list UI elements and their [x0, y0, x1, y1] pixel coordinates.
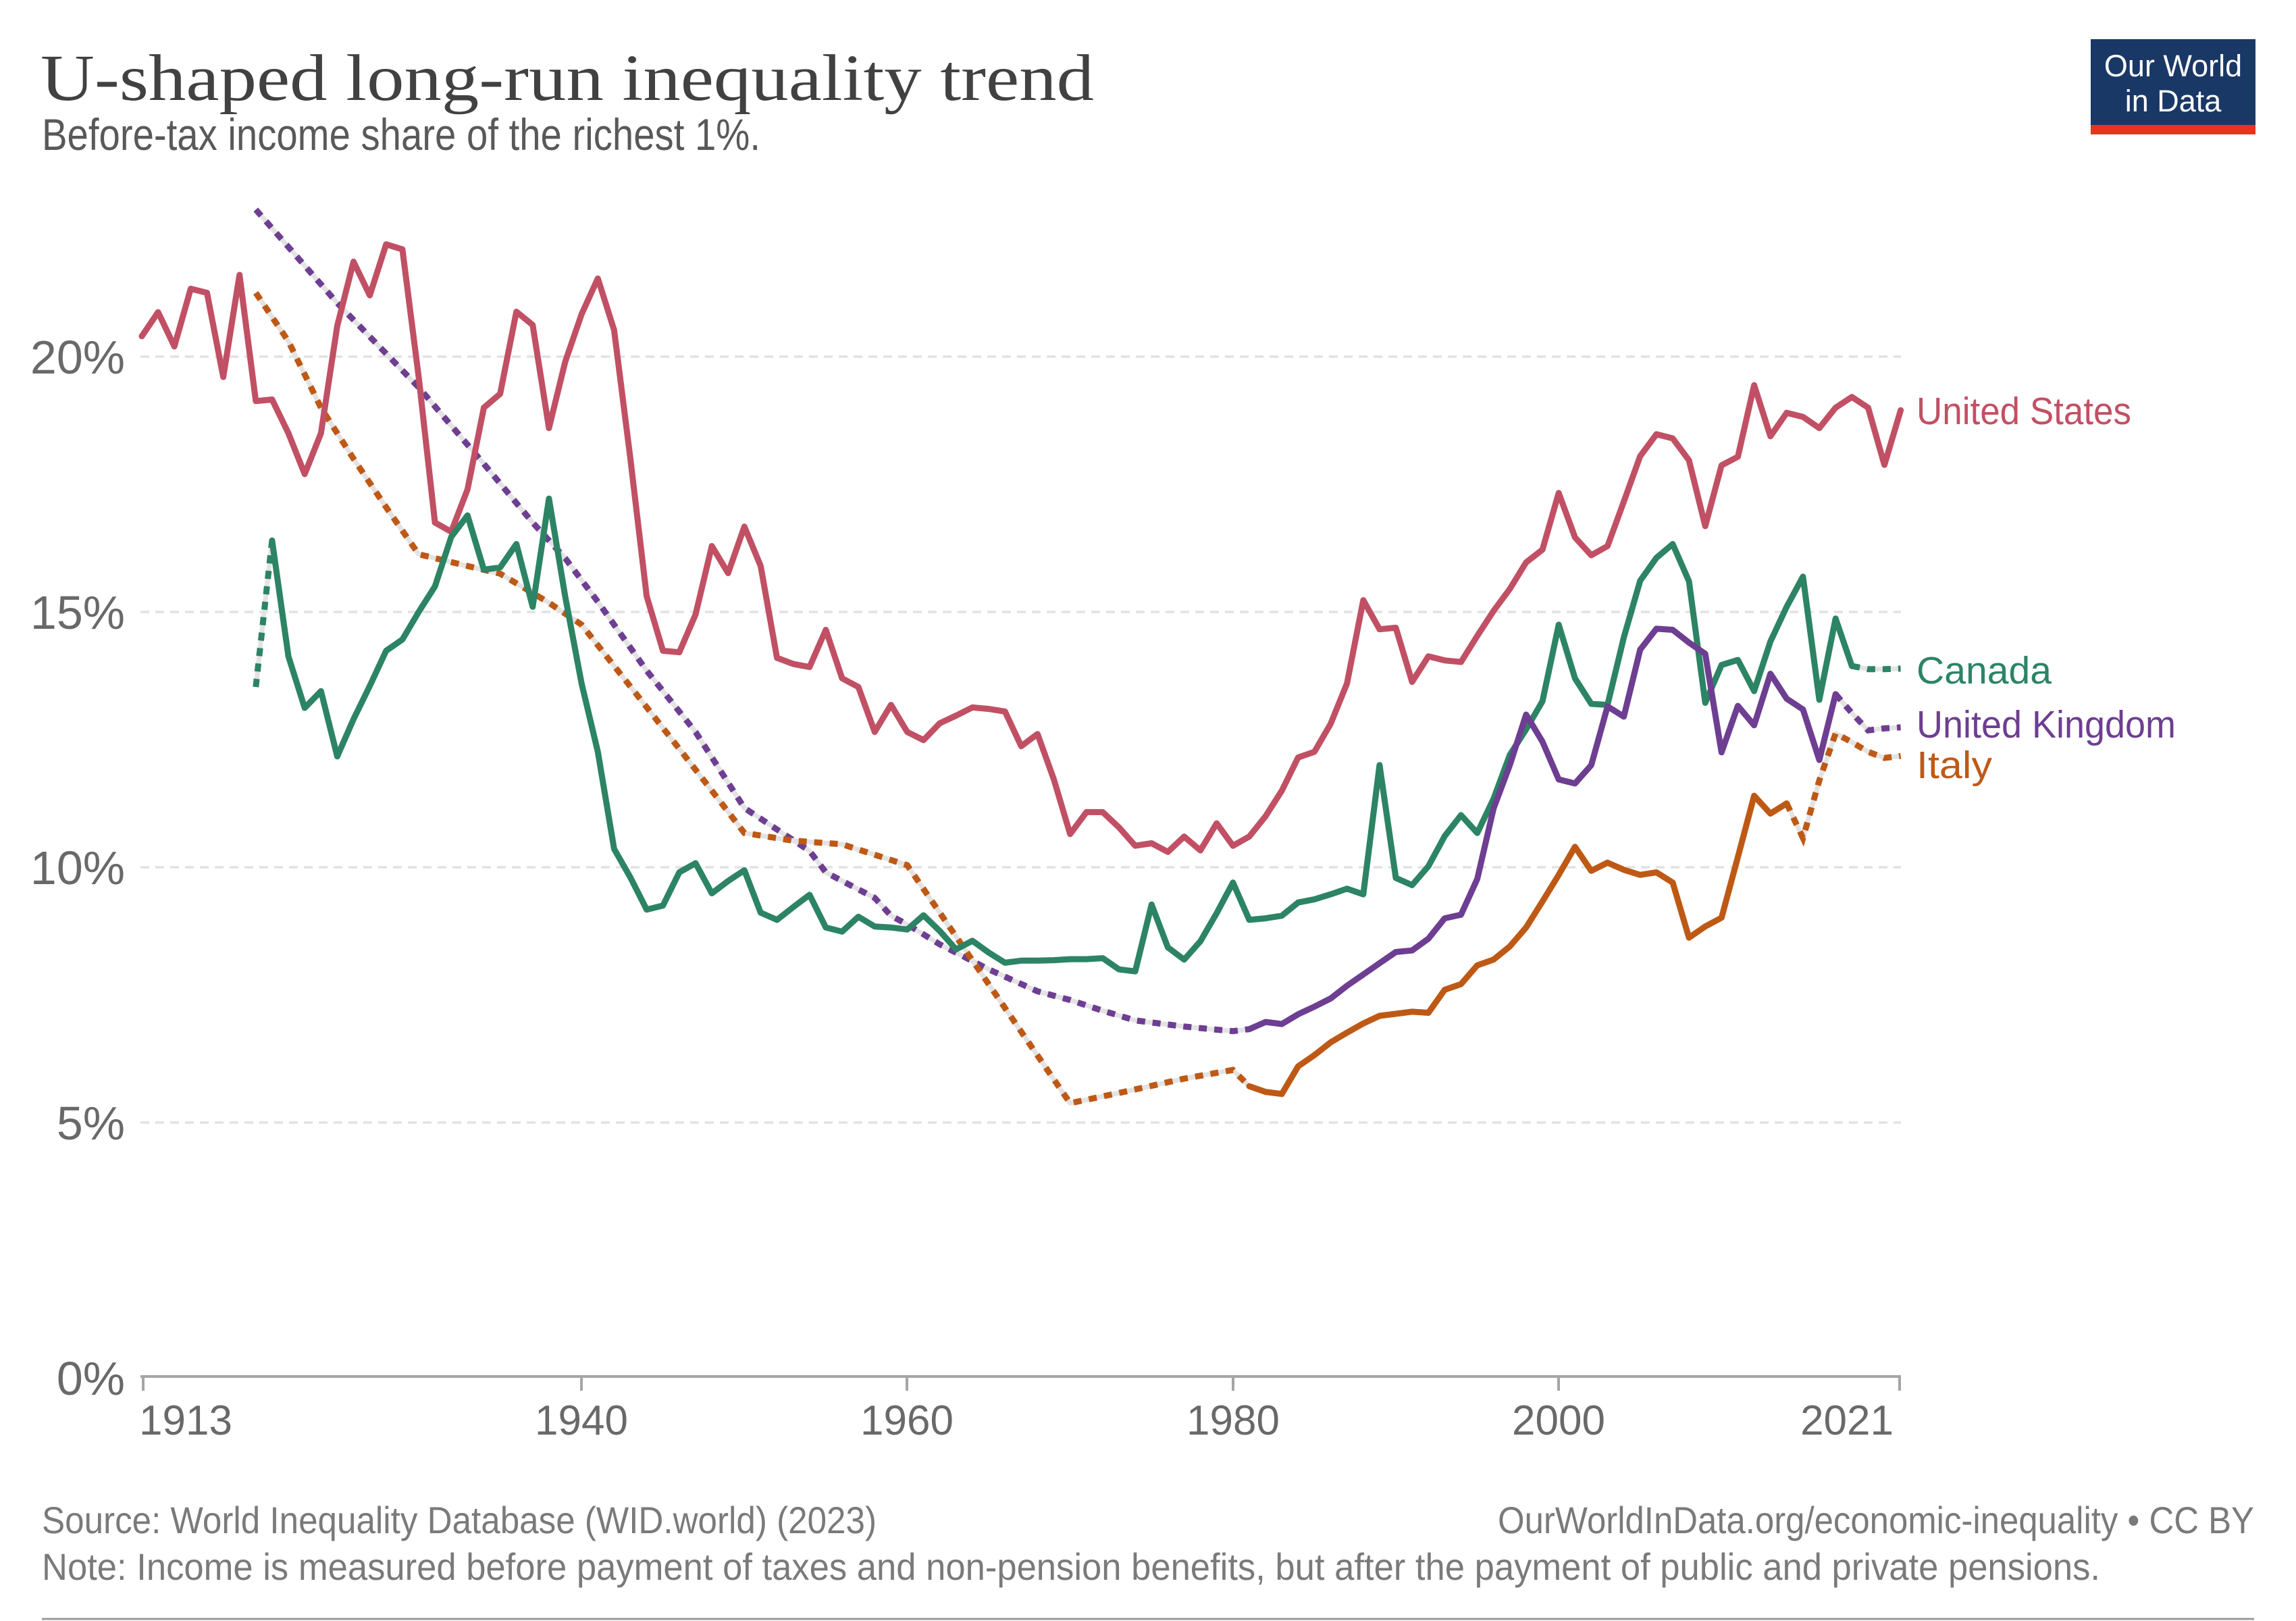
- svg-text:United Kingdom: United Kingdom: [1916, 703, 2176, 746]
- svg-text:U-shaped long-run inequality t: U-shaped long-run inequality trend: [41, 42, 1094, 115]
- svg-text:2021: 2021: [1800, 1397, 1894, 1444]
- svg-text:in Data: in Data: [2125, 84, 2222, 118]
- svg-text:10%: 10%: [30, 842, 125, 894]
- svg-text:1960: 1960: [860, 1397, 954, 1444]
- svg-text:Note: Income is measured befor: Note: Income is measured before payment …: [42, 1545, 2100, 1588]
- svg-text:0%: 0%: [57, 1352, 125, 1405]
- svg-text:United States: United States: [1916, 390, 2131, 433]
- svg-text:OurWorldInData.org/economic-in: OurWorldInData.org/economic-inequality •…: [1498, 1499, 2254, 1541]
- svg-text:2000: 2000: [1512, 1397, 1605, 1444]
- svg-text:1940: 1940: [535, 1397, 628, 1444]
- svg-text:1980: 1980: [1186, 1397, 1280, 1444]
- svg-text:1913: 1913: [139, 1397, 232, 1444]
- svg-text:20%: 20%: [30, 331, 125, 384]
- svg-text:5%: 5%: [57, 1097, 125, 1150]
- svg-text:15%: 15%: [30, 586, 125, 639]
- svg-text:Source: World Inequality Datab: Source: World Inequality Database (WID.w…: [42, 1499, 877, 1541]
- svg-text:Canada: Canada: [1916, 649, 2052, 692]
- svg-text:Italy: Italy: [1916, 744, 1993, 787]
- svg-text:Before-tax income share of the: Before-tax income share of the richest 1…: [42, 109, 760, 159]
- svg-text:Our World: Our World: [2104, 49, 2242, 83]
